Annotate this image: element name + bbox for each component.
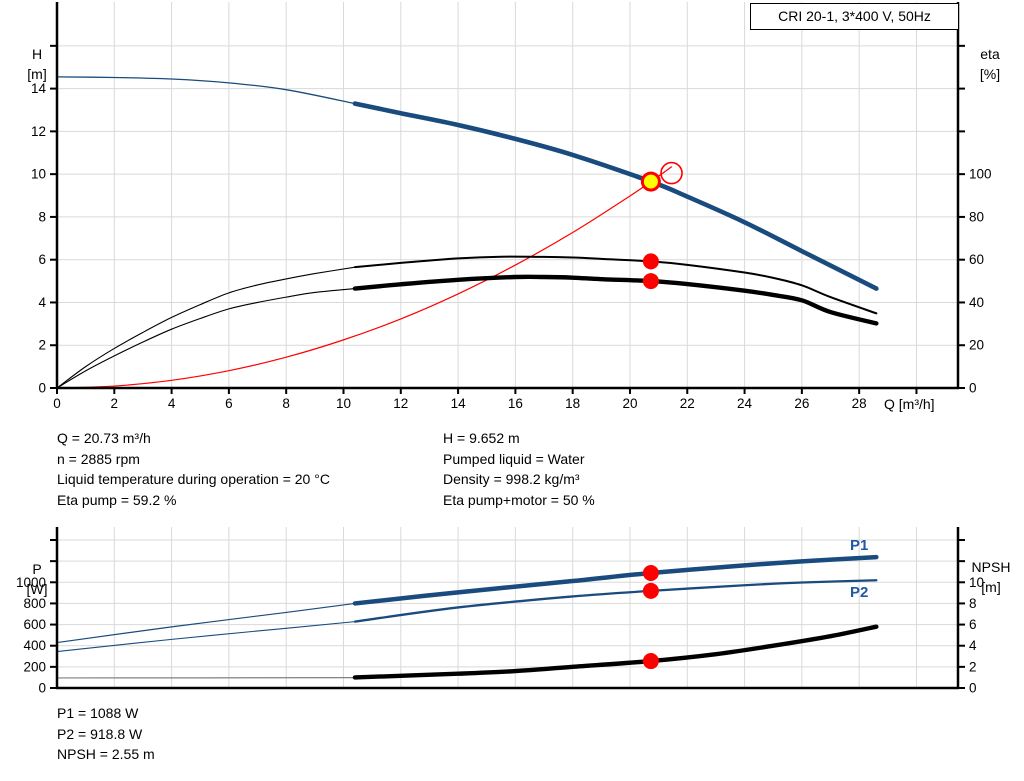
power-npsh-chart: 0 200 400 600 800 1000 0 2 4 6 8 10 [16, 527, 984, 696]
marker-duty-point [640, 171, 661, 192]
q-axis-unit-label: Q [m³/h] [884, 396, 935, 412]
left-tick-label: 8 [38, 209, 46, 224]
power-npsh-data: P1 = 1088 W P2 = 918.8 W NPSH = 2.55 m [57, 703, 155, 765]
right-tick-label: 40 [969, 295, 984, 310]
series-p2-curve-thin [56, 621, 356, 653]
series-eta-pump-thin [56, 266, 356, 389]
operating-data-right: H = 9.652 m Pumped liquid = Water Densit… [443, 428, 595, 510]
marker-p1-point [642, 564, 659, 581]
eta-pump-motor-value: Eta pump+motor = 50 % [443, 491, 595, 508]
marker-eta-pump-motor-point [642, 273, 659, 290]
density-value: Density = 998.2 kg/m³ [443, 471, 580, 487]
p2-value: P2 = 918.8 W [57, 725, 143, 742]
x-tick-label: 22 [680, 396, 695, 411]
right-tick-label: 6 [969, 617, 977, 632]
series-p1-curve-thick [352, 554, 879, 606]
liquid-temp-value: Liquid temperature during operation = 20… [57, 471, 330, 487]
right-tick-label: 0 [969, 681, 977, 696]
x-tick-label: 18 [565, 396, 580, 411]
left-tick-label: 1000 [16, 575, 46, 590]
left-tick-label: 14 [31, 81, 47, 96]
right-tick-label: 10 [969, 575, 984, 590]
left-tick-label: 0 [38, 381, 46, 396]
right-tick-label: 8 [969, 596, 977, 611]
pumped-liquid-value: Pumped liquid = Water [443, 450, 585, 467]
series-eta-pump-motor-thick [352, 274, 879, 326]
x-tick-label: 4 [168, 396, 176, 411]
right-tick-label: 60 [969, 252, 984, 267]
right-tick-label: 0 [969, 381, 977, 396]
n-value: n = 2885 rpm [57, 450, 140, 467]
series-head-curve-thin [56, 76, 356, 105]
left-tick-label: 800 [23, 596, 46, 611]
right-tick-label: 4 [969, 638, 977, 653]
right-tick-label: 80 [969, 209, 984, 224]
h-axis-label: H [m] [27, 46, 47, 82]
left-tick-label: 600 [23, 617, 46, 632]
series-p2-curve-thick [353, 579, 878, 623]
x-tick-label: 2 [111, 396, 119, 411]
npsh-axis-label: NPSH [m] [971, 559, 1011, 595]
x-tick-label: 6 [225, 396, 233, 411]
left-tick-label: 4 [38, 295, 46, 310]
series-p1-curve-thin [56, 602, 356, 644]
marker-requested-duty-point [660, 161, 683, 185]
h-value: H = 9.652 m [443, 430, 520, 446]
x-tick-label: 8 [282, 396, 290, 411]
series-npsh-curve-thick [352, 624, 879, 680]
eta-pump-value: Eta pump = 59.2 % [57, 491, 177, 508]
q-value: Q = 20.73 m³/h [57, 430, 151, 446]
left-tick-label: 12 [31, 124, 46, 139]
series-system-curve [56, 166, 673, 389]
right-tick-label: 20 [969, 338, 984, 353]
x-tick-label: 10 [336, 396, 351, 411]
series-eta-pump-motor-thin [56, 288, 356, 389]
left-tick-label: 10 [31, 167, 46, 182]
left-tick-label: 2 [38, 338, 46, 353]
left-tick-label: 400 [23, 638, 46, 653]
p1-curve-label: P1 [850, 537, 869, 554]
eta-axis-label: eta [%] [979, 46, 1001, 82]
p2-curve-label: P2 [850, 584, 869, 601]
x-tick-label: 14 [451, 396, 467, 411]
p-axis-label: P [W] [26, 561, 48, 597]
left-tick-label: 0 [38, 681, 46, 696]
pump-title-box: CRI 20-1, 3*400 V, 50Hz [750, 3, 959, 30]
x-tick-label: 20 [622, 396, 637, 411]
series-eta-pump-thick [353, 255, 878, 315]
marker-p2-point [642, 582, 659, 599]
x-tick-label: 0 [53, 396, 61, 411]
operating-data-left: Q = 20.73 m³/h n = 2885 rpm Liquid tempe… [57, 428, 330, 510]
x-tick-label: 12 [393, 396, 408, 411]
marker-npsh-point [642, 653, 659, 670]
left-tick-label: 6 [38, 252, 46, 267]
x-tick-label: 26 [794, 396, 809, 411]
x-tick-label: 16 [508, 396, 523, 411]
npsh-value: NPSH = 2.55 m [57, 746, 155, 762]
p1-value: P1 = 1088 W [57, 705, 139, 721]
right-tick-label: 100 [969, 167, 992, 182]
x-tick-label: 24 [737, 396, 753, 411]
x-tick-label: 28 [852, 396, 867, 411]
right-tick-label: 2 [969, 659, 977, 674]
left-tick-label: 200 [23, 659, 46, 674]
marker-eta-pump-point [642, 253, 659, 270]
series-head-curve-thick [352, 101, 879, 291]
